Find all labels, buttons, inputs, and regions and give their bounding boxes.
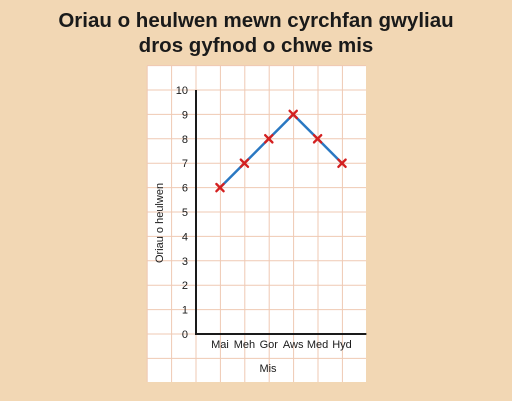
tick-labels: 0 1 2 3 4 5 6 7 8 9 10 Mai Meh Gor Aws Med Hyd: [176, 85, 352, 351]
x-axis-label: Mis: [259, 363, 277, 375]
y-tick-label: 1: [182, 305, 188, 317]
x-tick-label: Meh: [234, 339, 255, 351]
data-point-marker: [239, 158, 250, 168]
y-tick-label: 7: [182, 158, 188, 170]
y-tick-label: 4: [182, 231, 188, 243]
chart-title-line-2: dros gyfnod o chwe mis: [138, 34, 374, 57]
x-tick-label: Med: [307, 339, 328, 351]
y-tick-label: 5: [182, 207, 188, 219]
chart-title-line-1: Oriau o heulwen mewn cyrchfan gwyliau: [58, 9, 454, 32]
x-tick-label: Aws: [283, 339, 304, 351]
y-tick-label: 6: [182, 183, 188, 195]
x-tick-label: Hyd: [332, 339, 352, 351]
data-point-marker: [215, 182, 225, 193]
y-tick-label: 0: [182, 329, 188, 341]
chart-title: Oriau o heulwen mewn cyrchfan gwyliau dr…: [0, 8, 512, 58]
chart-grid: [146, 65, 366, 382]
data-point-marker: [288, 109, 298, 120]
data-point-marker: [337, 158, 347, 168]
x-tick-label: Mai: [211, 339, 229, 351]
plot-area: [147, 66, 366, 382]
data-point-marker: [264, 134, 274, 144]
y-tick-label: 10: [176, 85, 188, 97]
chart-axes: [195, 90, 367, 335]
y-tick-label: 8: [182, 134, 188, 146]
y-axis-label: Oriau o heulwen: [154, 183, 166, 263]
y-tick-label: 3: [182, 256, 188, 268]
y-tick-label: 9: [182, 109, 188, 121]
x-tick-label: Gor: [260, 339, 279, 351]
series-sunshine-hours: [215, 109, 347, 193]
y-tick-label: 2: [182, 280, 188, 292]
data-point-marker: [312, 134, 323, 144]
